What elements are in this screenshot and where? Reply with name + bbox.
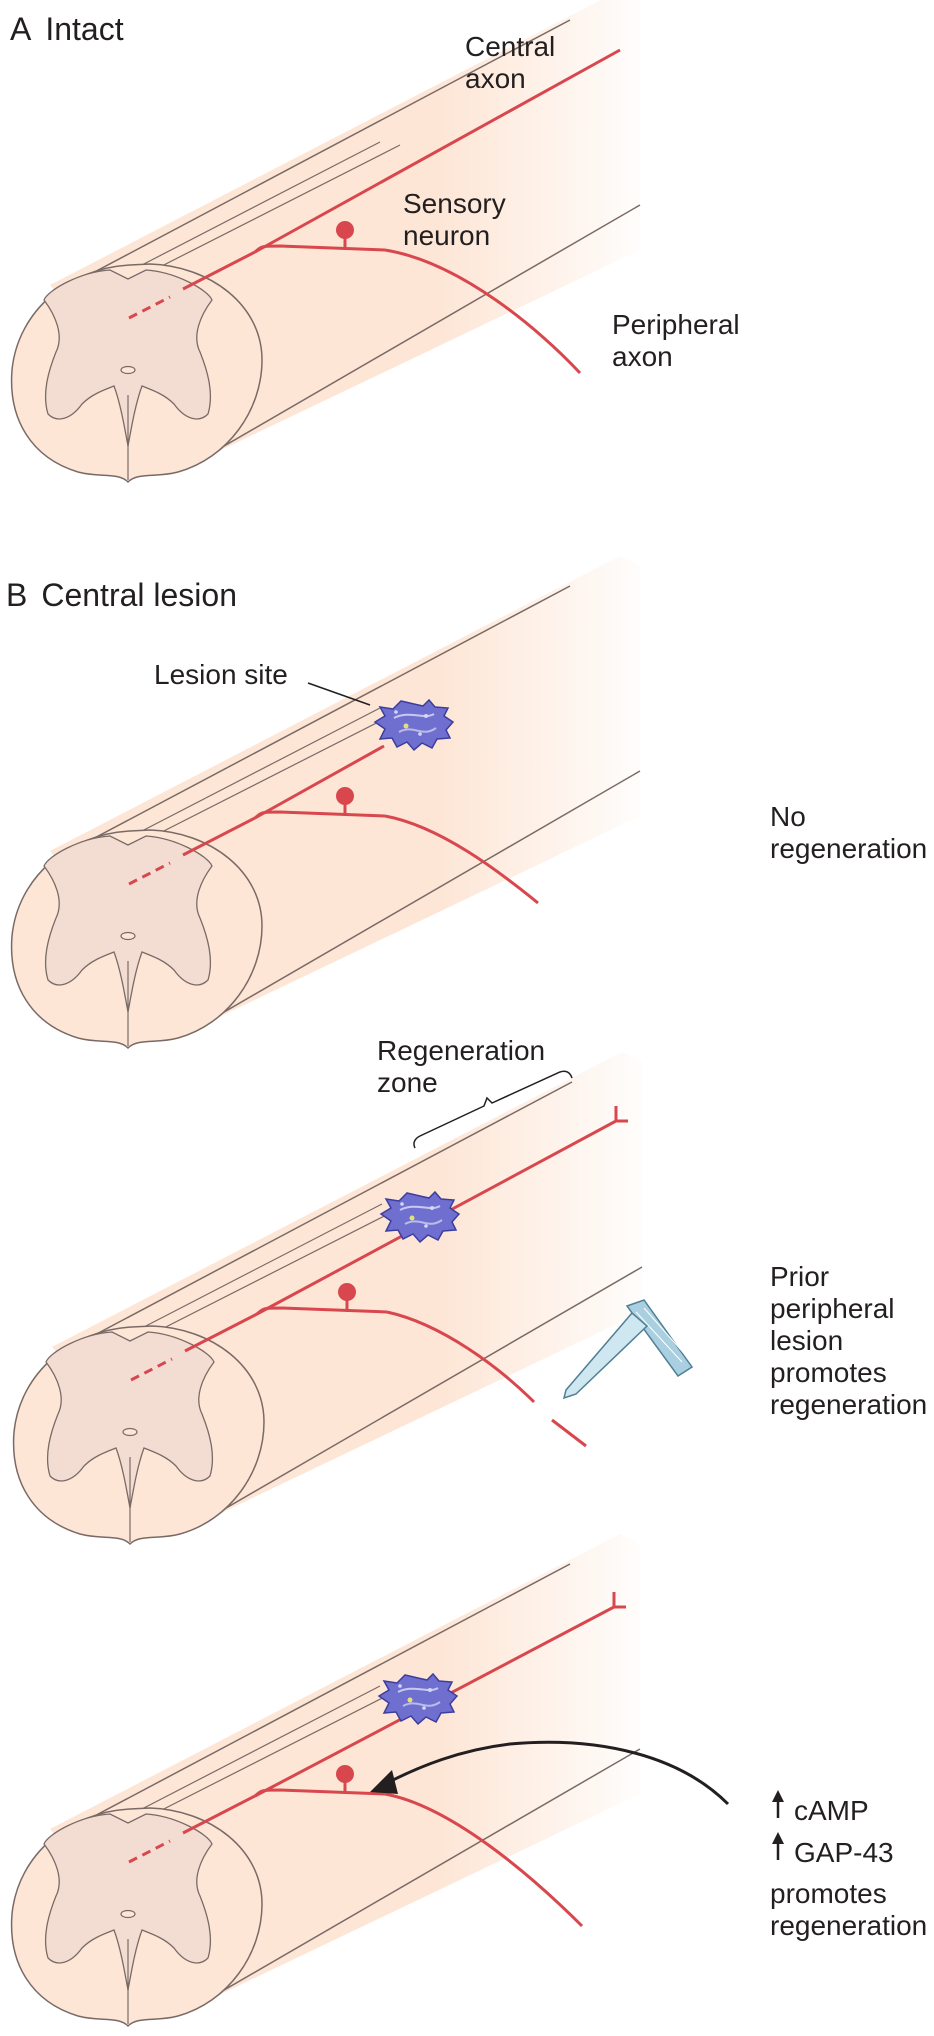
central-axon-a [254,48,621,254]
spinal-cord-b2 [12,1051,643,1545]
scalpel-icon [562,1299,694,1400]
outcome-2-line-1: Prior [770,1261,829,1292]
peripheral-axon-b1 [384,814,539,905]
panel-b2: Regeneration zone Prior peripheral lesio… [12,1035,927,1545]
up-arrow-icon [770,1830,786,1862]
panel-b-title: Central lesion [41,577,237,613]
panel-a-letter: A [10,11,32,47]
regeneration-zone-bracket [413,1070,573,1149]
regeneration-zone-label-1: Regeneration [377,1035,545,1066]
signal-arrow [384,1740,730,1806]
panel-b1: Lesion site No regeneration [10,555,927,1049]
sensory-neuron-b1 [127,744,539,905]
sensory-neuron-a [127,48,621,375]
peripheral-axon-b2 [386,1310,536,1404]
up-arrow-icon [770,1788,786,1820]
outcome-3-line-2: regeneration [770,1910,927,1941]
outcome-1-line-2: regeneration [770,833,927,864]
peripheral-axon-label-1: Peripheral [612,309,740,340]
signal-arrowhead [370,1770,398,1794]
spinal-cord-b3 [10,1533,641,2027]
outcome-3-line-1: promotes [770,1878,887,1909]
central-axon-b1 [254,744,385,820]
outcome-1-line-1: No [770,801,806,832]
growth-cone-b2 [614,1106,628,1123]
regeneration-zone-label-2: zone [377,1067,438,1098]
central-axon-label-1: Central [465,31,555,62]
growth-cone-b3 [612,1592,626,1609]
panel-a: A Intact Central axon Sensory neuron Peri… [10,0,740,483]
outcome-2-line-5: regeneration [770,1389,927,1420]
lesion-site-leader [307,682,371,706]
peripheral-axon-b3 [384,1792,584,1928]
sensory-neuron-label-1: Sensory [403,188,506,219]
peripheral-axon-label-2: axon [612,341,673,372]
marker-camp-label: cAMP [794,1795,869,1826]
spinal-cord-b1 [10,555,641,1049]
lesion-site-label: Lesion site [154,659,288,690]
peripheral-axon-distal-b2 [551,1418,587,1448]
central-axon-label-2: axon [465,63,526,94]
outcome-2-line-2: peripheral [770,1293,895,1324]
panel-b3: cAMP GAP-43 promotes regeneration [10,1533,927,2027]
panel-a-title: Intact [45,11,123,47]
panel-b-letter: B [6,577,27,613]
outcome-2-line-4: promotes [770,1357,887,1388]
spinal-cord-a [10,0,641,483]
peripheral-axon-a [384,248,582,375]
sensory-neuron-label-2: neuron [403,220,490,251]
outcome-2-line-3: lesion [770,1325,843,1356]
marker-gap43-label: GAP-43 [794,1837,894,1868]
